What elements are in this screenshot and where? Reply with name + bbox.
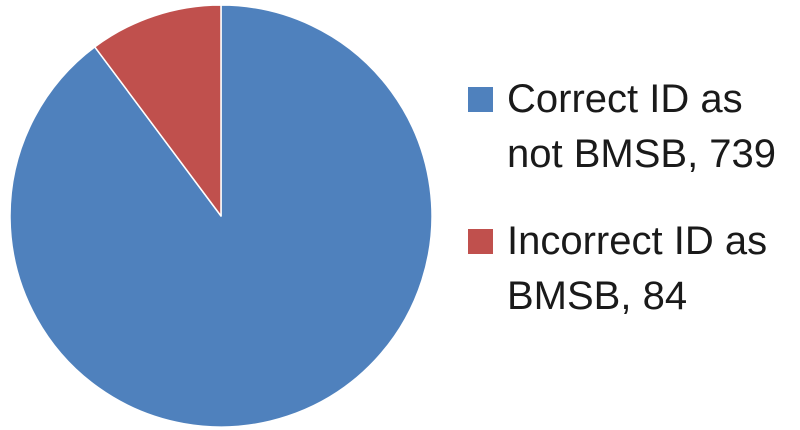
legend-swatch-correct: [468, 87, 493, 112]
legend-swatch-incorrect: [468, 229, 493, 254]
legend-label-incorrect: Incorrect ID as BMSB, 84: [507, 219, 768, 318]
pie-slice-incorrect: [94, 4, 222, 217]
legend-label-correct: Correct ID as not BMSB, 739: [507, 77, 777, 176]
legend-item-correct: Correct ID as not BMSB, 739: [468, 72, 798, 182]
pie-plot: [9, 4, 433, 428]
legend: Correct ID as not BMSB, 739 Incorrect ID…: [468, 72, 798, 356]
legend-item-incorrect: Incorrect ID as BMSB, 84: [468, 214, 798, 324]
